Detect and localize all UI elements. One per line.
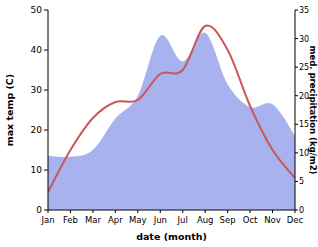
x-tick-label: Feb — [63, 215, 78, 225]
x-tick — [137, 210, 138, 213]
y-axis-title: max temp (C) — [4, 74, 15, 146]
x-axis-title: date (month) — [136, 231, 207, 242]
plot-area — [48, 26, 295, 210]
x-tick — [250, 210, 251, 213]
y-tick-label: 50 — [31, 5, 43, 15]
x-tick-label: Sep — [220, 215, 236, 225]
y-tick — [44, 170, 48, 171]
y2-tick-label: 15 — [299, 120, 309, 129]
y2-tick-label: 0 — [299, 206, 304, 215]
y-tick-label: 40 — [31, 45, 43, 55]
temperature-line — [48, 26, 295, 192]
y2-tick — [295, 67, 298, 68]
x-tick-label: Mar — [85, 215, 102, 225]
y2-tick — [295, 95, 298, 96]
y-tick — [44, 50, 48, 51]
x-tick — [182, 210, 183, 213]
x-tick-label: May — [129, 215, 147, 225]
x-tick-label: Apr — [108, 215, 123, 225]
y2-tick-label: 35 — [299, 6, 309, 15]
y2-tick-label: 25 — [299, 63, 309, 72]
x-tick — [272, 210, 273, 213]
x-tick — [92, 210, 93, 213]
y-tick — [44, 90, 48, 91]
y-tick — [44, 10, 48, 11]
x-tick-label: Dec — [287, 215, 304, 225]
x-tick-label: Aug — [197, 215, 214, 225]
x-tick-label: Nov — [264, 215, 281, 225]
y2-axis — [295, 10, 296, 210]
x-tick — [160, 210, 161, 213]
y-axis — [48, 10, 49, 210]
x-tick-label: Jun — [153, 215, 167, 225]
y2-tick — [295, 181, 298, 182]
y-tick — [44, 210, 48, 211]
x-tick — [295, 210, 296, 213]
y-tick-label: 0 — [36, 205, 42, 215]
y-tick-label: 30 — [31, 85, 43, 95]
y2-tick — [295, 38, 298, 39]
x-tick-label: Jul — [177, 215, 188, 225]
x-tick — [115, 210, 116, 213]
y2-tick — [295, 152, 298, 153]
x-tick-label: Jan — [40, 215, 54, 225]
y-tick — [44, 130, 48, 131]
y2-axis-title: med. precipitation (kg/m2) — [308, 46, 318, 175]
y2-tick-label: 10 — [299, 149, 309, 158]
y2-tick-label: 20 — [299, 92, 309, 101]
x-tick — [227, 210, 228, 213]
chart: 0 10 20 30 40 50 0 5 10 15 20 25 30 35 Jan Feb Mar Apr May… — [0, 0, 318, 247]
x-tick — [48, 210, 49, 213]
y2-tick — [295, 124, 298, 125]
y2-tick-label: 30 — [299, 35, 309, 44]
y2-tick — [295, 10, 298, 11]
x-tick-label: Oct — [243, 215, 258, 225]
y-tick-label: 10 — [31, 165, 43, 175]
y2-tick-label: 5 — [299, 177, 304, 186]
y-tick-label: 20 — [31, 125, 43, 135]
x-tick — [205, 210, 206, 213]
x-tick — [70, 210, 71, 213]
x-axis — [48, 210, 295, 211]
